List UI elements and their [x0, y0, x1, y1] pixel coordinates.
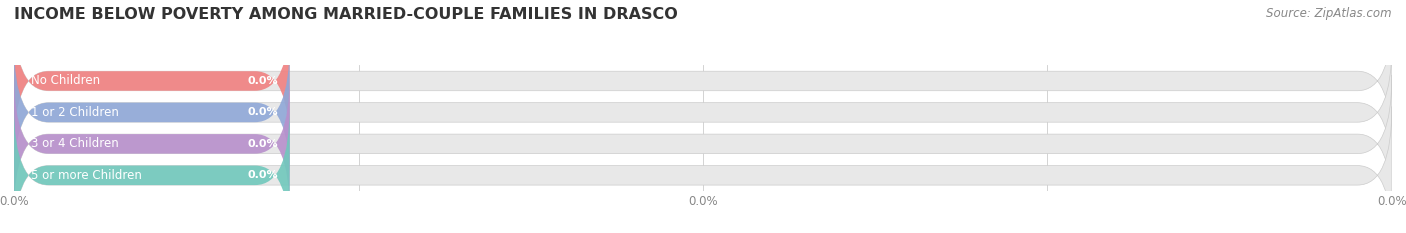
- FancyBboxPatch shape: [14, 44, 1392, 181]
- FancyBboxPatch shape: [14, 12, 290, 150]
- Text: Source: ZipAtlas.com: Source: ZipAtlas.com: [1267, 7, 1392, 20]
- Text: No Children: No Children: [31, 75, 100, 87]
- FancyBboxPatch shape: [14, 75, 290, 213]
- Text: 1 or 2 Children: 1 or 2 Children: [31, 106, 118, 119]
- FancyBboxPatch shape: [14, 12, 1392, 150]
- Text: 3 or 4 Children: 3 or 4 Children: [31, 137, 118, 150]
- FancyBboxPatch shape: [14, 106, 1392, 233]
- Text: 0.0%: 0.0%: [247, 170, 278, 180]
- Text: 0.0%: 0.0%: [247, 76, 278, 86]
- Text: 5 or more Children: 5 or more Children: [31, 169, 142, 182]
- Text: INCOME BELOW POVERTY AMONG MARRIED-COUPLE FAMILIES IN DRASCO: INCOME BELOW POVERTY AMONG MARRIED-COUPL…: [14, 7, 678, 22]
- Text: 0.0%: 0.0%: [247, 107, 278, 117]
- FancyBboxPatch shape: [14, 44, 290, 181]
- FancyBboxPatch shape: [14, 75, 1392, 213]
- Text: 0.0%: 0.0%: [247, 139, 278, 149]
- FancyBboxPatch shape: [14, 106, 290, 233]
